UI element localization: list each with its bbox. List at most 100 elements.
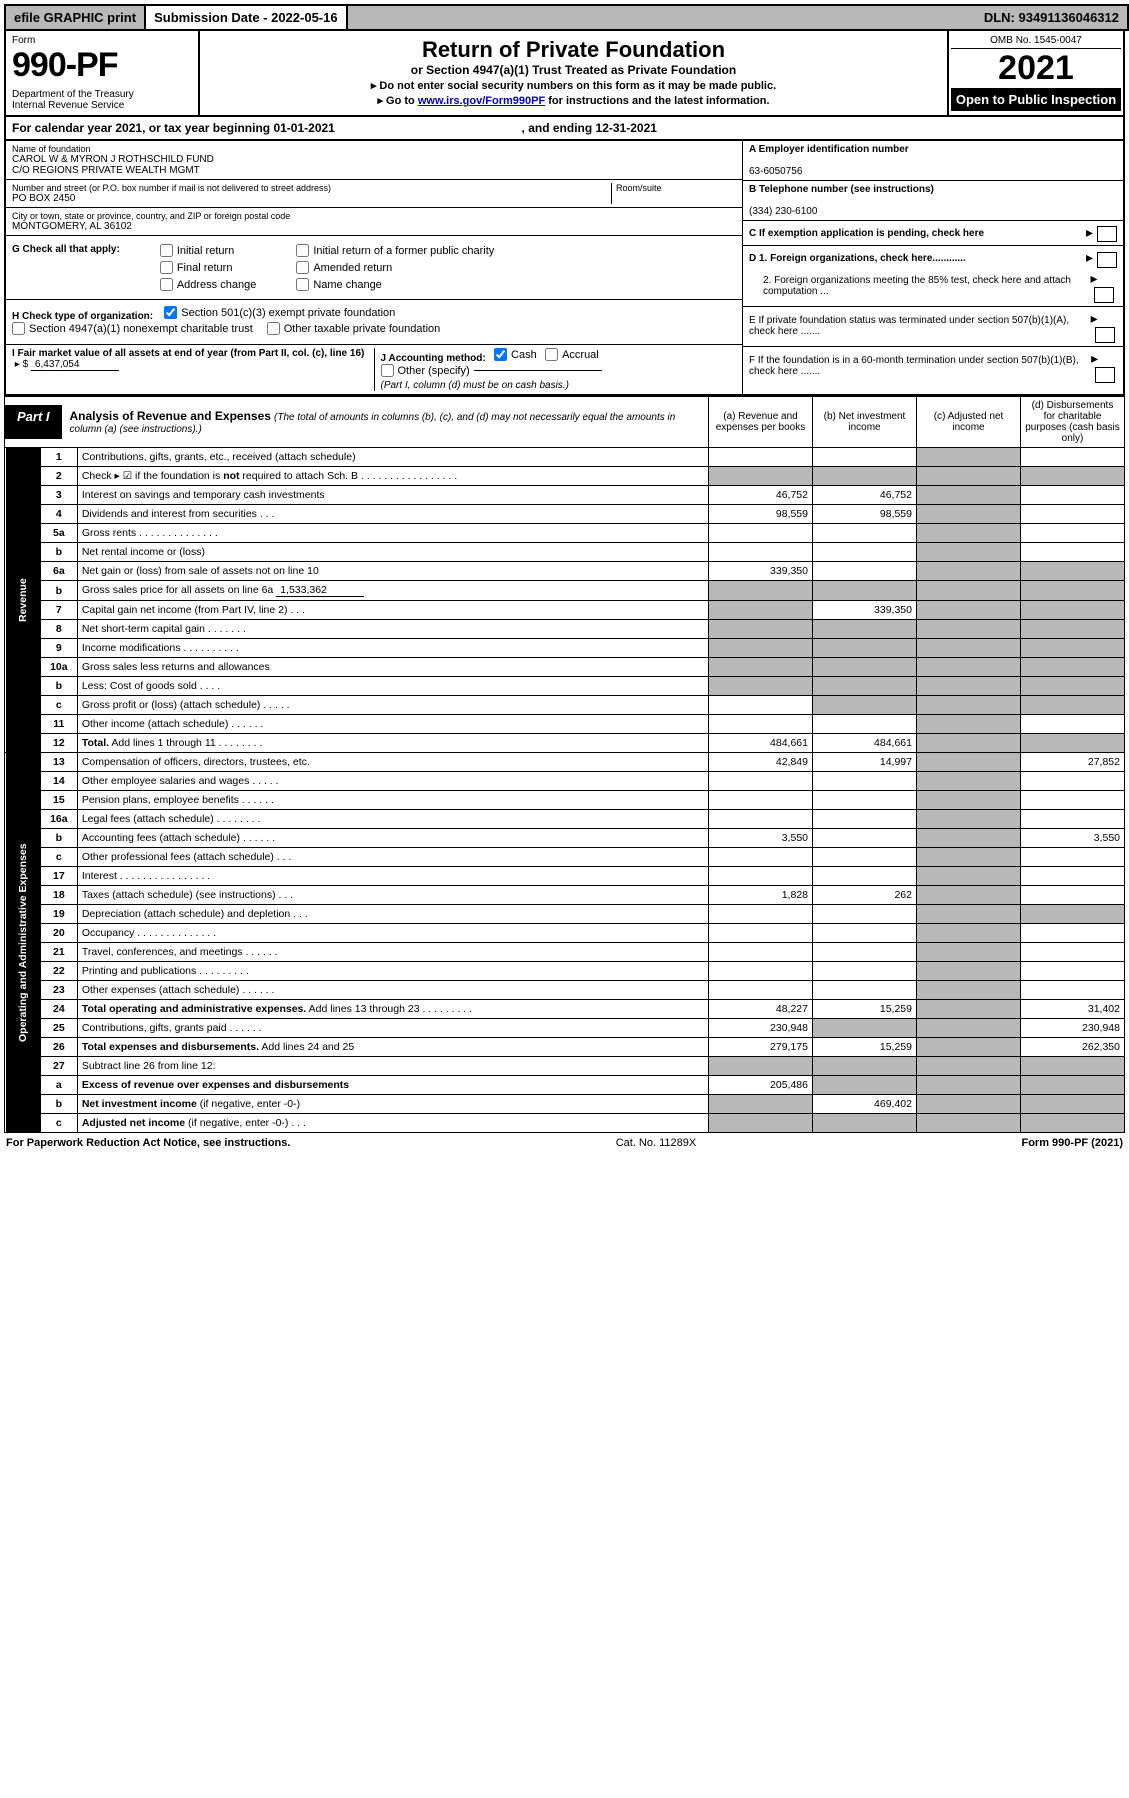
row-number: b xyxy=(40,543,77,562)
cell-d: 230,948 xyxy=(1021,1019,1125,1038)
cb-accrual[interactable] xyxy=(545,348,558,361)
lbl-other-method: Other (specify) xyxy=(398,365,470,377)
cell-a: 230,948 xyxy=(709,1019,813,1038)
row-label: Gross sales price for all assets on line… xyxy=(77,581,708,601)
ein-value: 63-6050756 xyxy=(749,166,802,177)
row-label: Total expenses and disbursements. Add li… xyxy=(77,1038,708,1057)
footer-right: Form 990-PF (2021) xyxy=(1021,1137,1123,1149)
row-label: Less: Cost of goods sold . . . . xyxy=(77,677,708,696)
cell-c xyxy=(917,753,1021,772)
dln-label: DLN: 93491136046312 xyxy=(976,6,1127,29)
table-row: bNet rental income or (loss) xyxy=(5,543,1125,562)
instr-1: ▸ Do not enter social security numbers o… xyxy=(206,79,941,92)
cell-a xyxy=(709,448,813,467)
col-c-header: (c) Adjusted net income xyxy=(917,397,1021,448)
tel-cell: B Telephone number (see instructions) (3… xyxy=(743,181,1123,221)
cb-amended[interactable] xyxy=(296,261,309,274)
cell-a xyxy=(709,810,813,829)
row-number: 26 xyxy=(40,1038,77,1057)
cb-e[interactable] xyxy=(1095,327,1115,343)
cell-d xyxy=(1021,505,1125,524)
row-label: Capital gain net income (from Part IV, l… xyxy=(77,601,708,620)
row-label: Net gain or (loss) from sale of assets n… xyxy=(77,562,708,581)
cell-a: 484,661 xyxy=(709,734,813,753)
cell-b xyxy=(813,543,917,562)
cb-cash[interactable] xyxy=(494,348,507,361)
cb-address-change[interactable] xyxy=(160,278,173,291)
instructions-link[interactable]: www.irs.gov/Form990PF xyxy=(418,95,545,107)
lbl-address-change: Address change xyxy=(177,279,257,291)
row-label: Taxes (attach schedule) (see instruction… xyxy=(77,886,708,905)
cell-c xyxy=(917,1057,1021,1076)
i-label: I Fair market value of all assets at end… xyxy=(12,348,364,359)
cb-initial-return[interactable] xyxy=(160,244,173,257)
cb-4947[interactable] xyxy=(12,322,25,335)
cell-d xyxy=(1021,867,1125,886)
cell-c xyxy=(917,1114,1021,1133)
row-label: Interest on savings and temporary cash i… xyxy=(77,486,708,505)
cb-pending[interactable] xyxy=(1097,226,1117,242)
cell-d xyxy=(1021,524,1125,543)
col-a-header: (a) Revenue and expenses per books xyxy=(709,397,813,448)
submission-date: Submission Date - 2022-05-16 xyxy=(146,6,348,29)
addr-cell: Number and street (or P.O. box number if… xyxy=(6,180,742,208)
cb-d1[interactable] xyxy=(1097,252,1117,268)
row-label: Printing and publications . . . . . . . … xyxy=(77,962,708,981)
cell-d xyxy=(1021,601,1125,620)
cell-b: 15,259 xyxy=(813,1038,917,1057)
cell-a xyxy=(709,981,813,1000)
g-label: G Check all that apply: xyxy=(12,244,120,255)
cb-other-method[interactable] xyxy=(381,364,394,377)
row-number: 8 xyxy=(40,620,77,639)
instr-2-pre: ▸ Go to xyxy=(377,95,417,107)
table-row: 14Other employee salaries and wages . . … xyxy=(5,772,1125,791)
row-number: 7 xyxy=(40,601,77,620)
cb-final-return[interactable] xyxy=(160,261,173,274)
table-row: 8Net short-term capital gain . . . . . .… xyxy=(5,620,1125,639)
cell-b xyxy=(813,772,917,791)
e-cell: E If private foundation status was termi… xyxy=(743,307,1123,347)
cell-b: 484,661 xyxy=(813,734,917,753)
cb-d2[interactable] xyxy=(1094,287,1114,303)
lbl-cash: Cash xyxy=(511,349,537,361)
h-label: H Check type of organization: xyxy=(12,311,153,322)
row-number: b xyxy=(40,677,77,696)
col-d-header: (d) Disbursements for charitable purpose… xyxy=(1021,397,1125,448)
cell-c xyxy=(917,829,1021,848)
row-number: 4 xyxy=(40,505,77,524)
cb-name-change[interactable] xyxy=(296,278,309,291)
table-row: bAccounting fees (attach schedule) . . .… xyxy=(5,829,1125,848)
col-b-header: (b) Net investment income xyxy=(813,397,917,448)
cell-b xyxy=(813,677,917,696)
cell-c xyxy=(917,981,1021,1000)
cell-c xyxy=(917,848,1021,867)
table-row: bGross sales price for all assets on lin… xyxy=(5,581,1125,601)
form-title: Return of Private Foundation xyxy=(206,37,941,63)
row-label: Occupancy . . . . . . . . . . . . . . xyxy=(77,924,708,943)
table-row: Revenue1Contributions, gifts, grants, et… xyxy=(5,448,1125,467)
open-to-public: Open to Public Inspection xyxy=(951,88,1121,111)
cell-b xyxy=(813,715,917,734)
cb-501c3[interactable] xyxy=(164,306,177,319)
row-number: 24 xyxy=(40,1000,77,1019)
cell-c xyxy=(917,905,1021,924)
row-number: 14 xyxy=(40,772,77,791)
cb-initial-former[interactable] xyxy=(296,244,309,257)
row-number: 27 xyxy=(40,1057,77,1076)
table-row: 17Interest . . . . . . . . . . . . . . .… xyxy=(5,867,1125,886)
table-row: 16aLegal fees (attach schedule) . . . . … xyxy=(5,810,1125,829)
cell-d xyxy=(1021,886,1125,905)
row-number: 16a xyxy=(40,810,77,829)
row-label: Net investment income (if negative, ente… xyxy=(77,1095,708,1114)
row-number: 10a xyxy=(40,658,77,677)
table-row: 4Dividends and interest from securities … xyxy=(5,505,1125,524)
cell-b xyxy=(813,467,917,486)
city-cell: City or town, state or province, country… xyxy=(6,208,742,236)
cb-f[interactable] xyxy=(1095,367,1115,383)
table-row: Operating and Administrative Expenses13C… xyxy=(5,753,1125,772)
row-label: Dividends and interest from securities .… xyxy=(77,505,708,524)
cb-other-taxable[interactable] xyxy=(267,322,280,335)
efile-label[interactable]: efile GRAPHIC print xyxy=(6,6,146,29)
table-row: 25Contributions, gifts, grants paid . . … xyxy=(5,1019,1125,1038)
table-row: 2Check ▸ ☑ if the foundation is not requ… xyxy=(5,467,1125,486)
